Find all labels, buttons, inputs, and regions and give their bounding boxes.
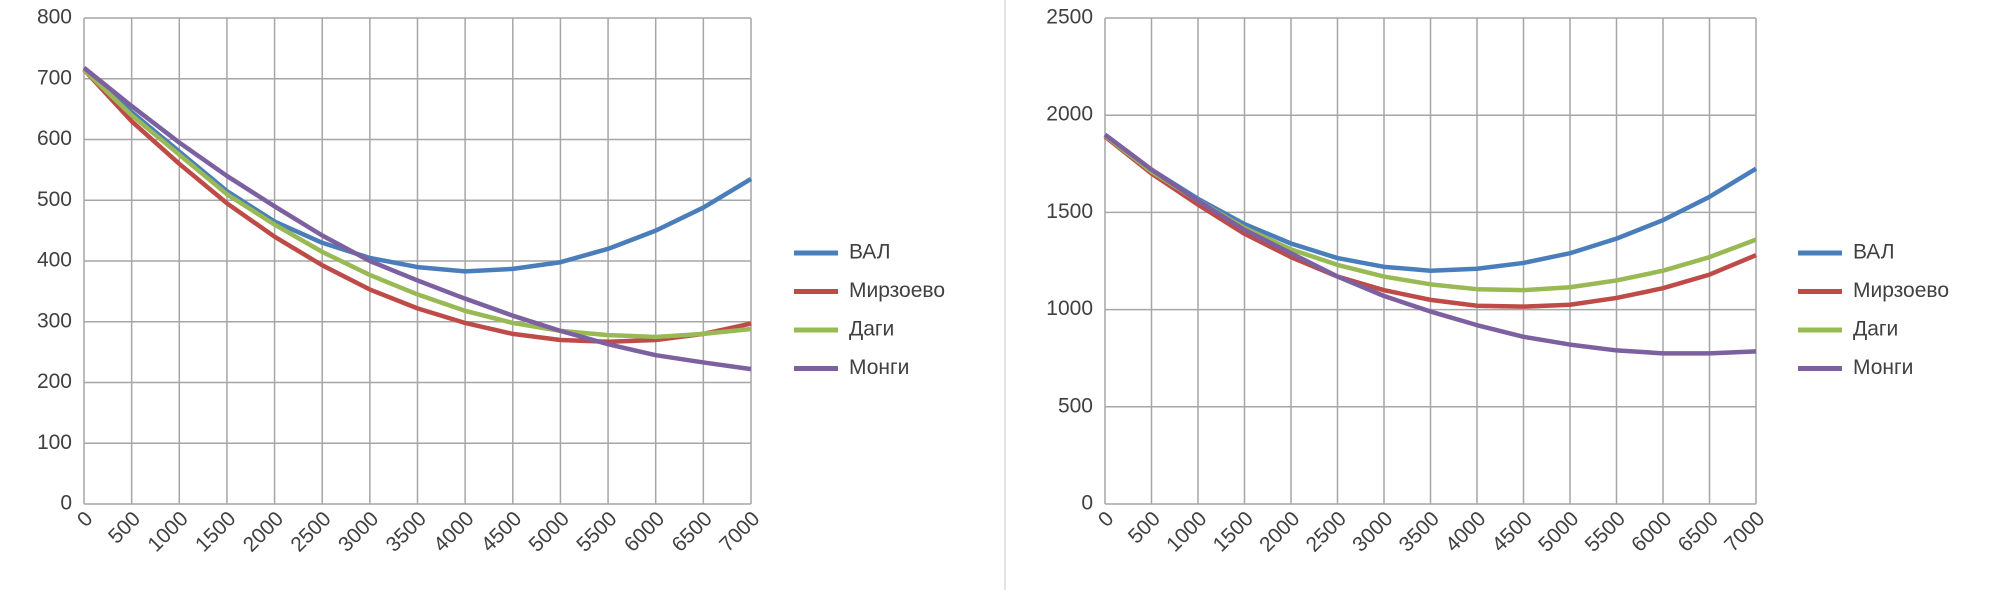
y-tick-label: 600: [37, 127, 72, 150]
x-tick-label: 7000: [1720, 507, 1769, 556]
y-tick-label: 200: [37, 370, 72, 393]
y-tick-label: 0: [60, 492, 72, 515]
y-tick-label: 1500: [1046, 200, 1093, 223]
x-tick-label: 1000: [143, 507, 192, 556]
y-tick-label: 1000: [1046, 297, 1093, 320]
legend-label: Мирзоево: [849, 279, 945, 302]
legend-label: Монги: [1853, 356, 1913, 379]
y-tick-label: 2000: [1046, 103, 1093, 126]
x-tick-label: 5500: [572, 507, 621, 556]
y-tick-label: 100: [37, 431, 72, 454]
x-tick-label: 5000: [1534, 507, 1583, 556]
x-tick-label: 1000: [1162, 507, 1211, 556]
legend-label: ВАЛ: [849, 241, 891, 264]
y-tick-label: 500: [37, 188, 72, 211]
x-tick-label: 7000: [715, 507, 764, 556]
x-tick-label: 2500: [286, 507, 335, 556]
legend-label: Монги: [849, 356, 909, 379]
series-line: [1103, 132, 1757, 356]
x-tick-label: 500: [104, 507, 145, 548]
x-tick-label: 2500: [1302, 507, 1351, 556]
x-tick-label: 3500: [382, 507, 431, 556]
y-tick-label: 800: [37, 6, 72, 29]
y-tick-label: 0: [1081, 492, 1093, 515]
y-tick-label: 700: [37, 66, 72, 89]
y-tick-label: 300: [37, 309, 72, 332]
series-line: [1103, 134, 1757, 309]
y-tick-label: 400: [37, 249, 72, 272]
series-line: [82, 66, 752, 372]
x-tick-label: 0: [1094, 507, 1119, 532]
x-tick-label: 3500: [1395, 507, 1444, 556]
x-tick-label: 6500: [1674, 507, 1723, 556]
x-tick-label: 4000: [1441, 507, 1490, 556]
x-tick-label: 2000: [239, 507, 288, 556]
series-line: [82, 67, 753, 274]
y-tick-label: 2500: [1046, 6, 1093, 29]
series-line: [82, 68, 752, 345]
legend-label: Даги: [849, 318, 894, 341]
x-tick-label: 2000: [1255, 507, 1304, 556]
x-tick-label: 0: [73, 507, 98, 532]
x-tick-label: 6000: [1627, 507, 1676, 556]
legend-label: Даги: [1853, 318, 1898, 341]
series-line: [82, 68, 752, 340]
x-tick-label: 500: [1124, 507, 1165, 548]
y-tick-label: 500: [1058, 394, 1093, 417]
x-tick-label: 3000: [334, 507, 383, 556]
x-tick-label: 1500: [191, 507, 240, 556]
x-tick-label: 1500: [1209, 507, 1258, 556]
x-tick-label: 4500: [477, 507, 526, 556]
x-tick-label: 4000: [429, 507, 478, 556]
legend-label: ВАЛ: [1853, 241, 1895, 264]
x-tick-label: 5500: [1581, 507, 1630, 556]
legend-label: Мирзоево: [1853, 279, 1949, 302]
x-tick-label: 6500: [668, 507, 717, 556]
x-tick-label: 4500: [1488, 507, 1537, 556]
x-tick-label: 6000: [620, 507, 669, 556]
x-tick-label: 5000: [525, 507, 574, 556]
x-tick-label: 3000: [1348, 507, 1397, 556]
